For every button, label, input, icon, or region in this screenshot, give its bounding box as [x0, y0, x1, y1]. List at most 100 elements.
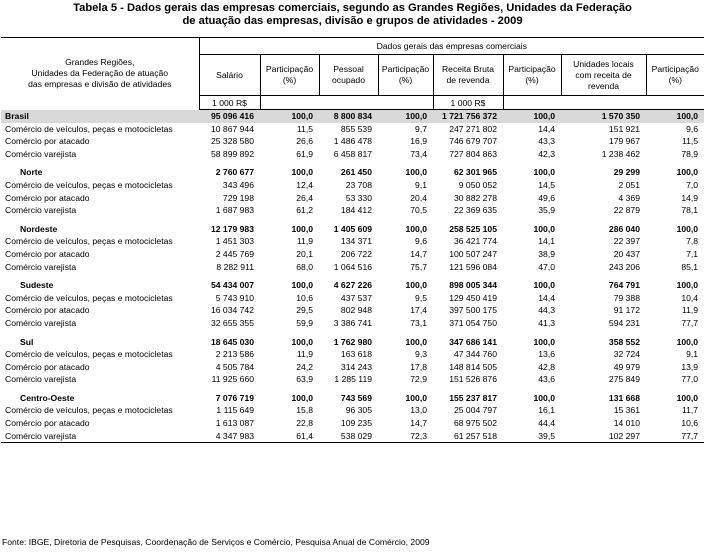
cell-part-salario: 15,8: [296, 405, 313, 416]
table-row: Comércio varejista 32 655 355 59,9 3 386 74…: [1, 317, 704, 330]
col-header-pessoal-line-1: Pessoal: [333, 64, 364, 74]
cell-part-pessoal: 73,1: [410, 317, 427, 328]
cell-part-salario: 61,9: [296, 148, 313, 159]
cell-receita: 258 525 105: [449, 223, 497, 234]
cell-unidades: 179 967: [608, 136, 640, 147]
cell-part-receita: 14,4: [538, 123, 555, 134]
cell-pessoal: 1 064 516: [333, 261, 372, 272]
cell-part-pessoal: 14,7: [410, 248, 427, 259]
cell-pessoal: 96 305: [345, 405, 372, 416]
cell-salario: 58 899 892: [210, 148, 254, 159]
col-header-unidades: Unidades locais com receita de revenda: [560, 54, 646, 96]
row-label: Comércio por atacado: [5, 192, 90, 203]
col-header-part-receita-line-1: Participação: [508, 64, 556, 74]
total-row: Brasil 95 096 416 100,0 8 800 834 100,0 1 721…: [1, 109, 705, 123]
cell-part-salario: 100,0: [291, 392, 313, 403]
cell-unidades: 22 879: [613, 205, 640, 216]
table-title-line-1: Tabela 5 - Dados gerais das empresas com…: [73, 2, 632, 14]
cell-pessoal: 1 285 119: [334, 374, 372, 385]
cell-salario: 2 760 677: [215, 167, 254, 178]
cell-salario: 12 179 983: [210, 223, 254, 234]
table-body: Brasil 95 096 416 100,0 8 800 834 100,0 1 721…: [1, 109, 705, 444]
table-row: Comércio de veículos, peças e motociclet…: [1, 179, 704, 192]
cell-part-receita: 13,6: [538, 349, 555, 360]
cell-part-unidades: 7,8: [686, 236, 699, 247]
cell-receita: 22 369 635: [453, 205, 497, 216]
cell-receita: 898 005 344: [449, 280, 497, 291]
cell-part-unidades: 78,1: [681, 205, 699, 216]
cell-part-receita: 100,0: [533, 223, 555, 234]
cell-receita: 36 421 774: [453, 236, 497, 247]
cell-part-pessoal: 16,9: [410, 136, 427, 147]
cell-part-salario: 100,0: [291, 167, 313, 178]
table-row: Comércio por atacado 4 505 784 24,2 314 243…: [1, 361, 704, 374]
cell-salario: 1 687 983: [215, 205, 254, 216]
cell-part-salario: 100,0: [260, 109, 319, 123]
row-label: Comércio varejista: [1, 429, 199, 444]
col-header-unidades-line-1: Unidades locais: [573, 58, 634, 69]
cell-part-unidades: 10,4: [681, 292, 699, 303]
col-header-part-unidades: Participação (%): [645, 54, 705, 96]
cell-receita: 47 344 760: [453, 349, 497, 360]
cell-part-pessoal: 100,0: [378, 109, 433, 123]
col-header-part-pessoal-line-2: (%): [398, 75, 413, 85]
cell-part-unidades: 77,7: [646, 429, 705, 444]
cell-pessoal: 23 708: [345, 179, 372, 190]
col-header-pessoal: Pessoal ocupado: [318, 54, 378, 96]
cell-part-pessoal: 73,4: [410, 148, 427, 159]
cell-receita: 247 271 802: [449, 123, 497, 134]
cell-receita: 121 596 084: [449, 261, 497, 272]
cell-unidades: 1 238 462: [601, 148, 640, 159]
cell-part-unidades: 100,0: [646, 109, 705, 123]
cell-unidades: 14 010: [613, 418, 640, 429]
cell-part-unidades: 7,0: [686, 179, 699, 190]
cell-pessoal: 8 800 834: [319, 109, 378, 123]
cell-part-pessoal: 9,5: [415, 292, 427, 303]
table-row: Comércio de veículos, peças e motociclet…: [1, 235, 704, 248]
cell-part-salario: 10,6: [296, 292, 313, 303]
cell-part-pessoal: 9,1: [415, 179, 427, 190]
row-label: Nordeste: [20, 223, 58, 234]
cell-part-salario: 26,4: [296, 192, 313, 203]
cell-part-unidades: 13,9: [681, 361, 699, 372]
cell-part-unidades: 100,0: [676, 280, 699, 291]
cell-pessoal: 1 762 980: [333, 336, 372, 347]
cell-part-receita: 14,4: [538, 292, 555, 303]
cell-salario: 5 743 910: [215, 292, 254, 303]
cell-pessoal: 802 948: [340, 305, 372, 316]
row-label: Comércio por atacado: [5, 418, 90, 429]
cell-part-receita: 49,6: [538, 192, 555, 203]
cell-part-pessoal: 100,0: [405, 336, 427, 347]
cell-unidades: 91 172: [613, 305, 640, 316]
cell-receita: 371 054 750: [449, 317, 497, 328]
col-header-part-receita-line-2: (%): [525, 75, 539, 85]
source-note: Fonte: IBGE, Diretoria de Pesquisas, Coo…: [2, 537, 430, 547]
table-row: Comércio de veículos, peças e motociclet…: [1, 348, 704, 361]
cell-part-pessoal: 9,6: [415, 236, 427, 247]
row-label: Comércio por atacado: [5, 136, 90, 147]
cell-unidades: 49 979: [613, 361, 640, 372]
cell-unidades: 20 437: [613, 248, 640, 259]
cell-part-unidades: 11,9: [682, 305, 699, 316]
cell-receita: 347 686 141: [449, 336, 497, 347]
row-label: Comércio de veículos, peças e motociclet…: [5, 236, 173, 247]
row-label: Sudeste: [20, 280, 54, 291]
cell-receita: 30 882 278: [453, 192, 497, 203]
cell-part-salario: 61,2: [296, 205, 313, 216]
cell-part-receita: 14,5: [538, 179, 555, 190]
cell-receita: 100 507 247: [449, 248, 497, 259]
cell-part-pessoal: 17,8: [410, 361, 427, 372]
cell-part-pessoal: 9,7: [415, 123, 427, 134]
cell-salario: 32 655 355: [210, 317, 254, 328]
col-header-receita: Receita Bruta de revenda: [432, 54, 503, 96]
cell-part-receita: 41,3: [538, 317, 555, 328]
cell-salario: 25 328 580: [210, 136, 254, 147]
stub-header-line-3: das empresas e divisão de atividades: [28, 79, 172, 90]
cell-part-salario: 61,4: [260, 429, 319, 444]
cell-part-salario: 11,9: [296, 236, 313, 247]
cell-part-unidades: 78,9: [681, 148, 699, 159]
cell-part-unidades: 100,0: [676, 167, 699, 178]
stub-header-line-2: Unidades da Federação de atuação: [31, 68, 169, 79]
cell-pessoal: 743 569: [340, 392, 372, 403]
row-label: Comércio varejista: [5, 148, 77, 159]
